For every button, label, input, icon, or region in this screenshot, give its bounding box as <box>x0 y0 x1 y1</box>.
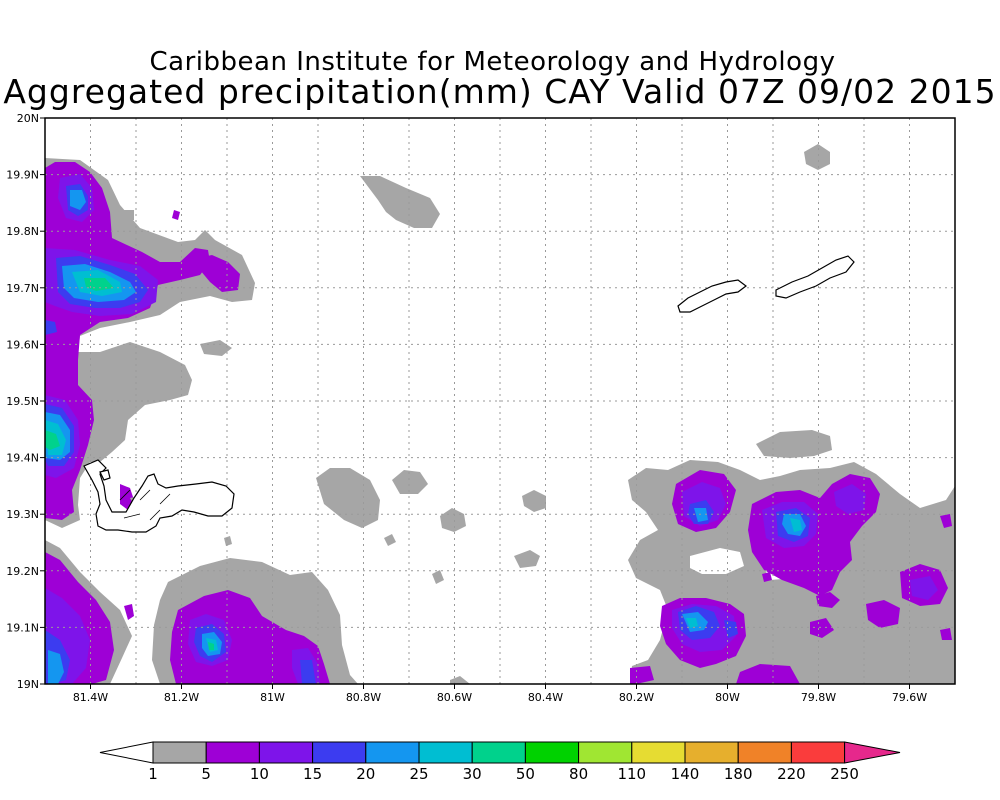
colorbar-swatch <box>205 741 260 764</box>
colorbar-label: 110 <box>617 765 646 783</box>
colorbar-over-arrow <box>844 741 901 764</box>
map-title: Caribbean Institute for Meteorology and … <box>149 47 836 77</box>
map-grid <box>45 118 955 684</box>
x-tick-label: 79.8W <box>801 691 836 704</box>
colorbar-label: 15 <box>303 765 322 783</box>
y-tick-label: 19.9N <box>6 169 39 182</box>
x-tick-label: 80.6W <box>437 691 472 704</box>
precip-cluster-west <box>45 158 255 684</box>
y-tick-label: 19.1N <box>6 621 39 634</box>
colorbar-swatch <box>524 741 580 764</box>
y-tick-label: 19.2N <box>6 565 39 578</box>
y-tick-label: 19.7N <box>6 282 39 295</box>
colorbar-under-arrow <box>99 741 154 764</box>
colorbar-swatch <box>471 741 526 764</box>
colorbar-swatch <box>578 741 633 764</box>
y-axis-ticks: 20N 19.9N 19.8N 19.7N 19.6N 19.5N 19.4N 19.3N 19… <box>6 112 45 691</box>
colorbar-swatch <box>737 741 792 764</box>
y-tick-label: 19.8N <box>6 225 39 238</box>
cayman-brac-island <box>775 255 855 299</box>
colorbar-label: 25 <box>409 765 428 783</box>
y-tick-label: 19.5N <box>6 395 39 408</box>
y-tick-label: 19.6N <box>6 338 39 351</box>
colorbar-label: 30 <box>463 765 482 783</box>
precip-patches-scattered <box>224 144 832 684</box>
x-tick-label: 80W <box>715 691 740 704</box>
x-tick-label: 79.6W <box>892 691 927 704</box>
y-tick-label: 20N <box>17 112 39 125</box>
colorbar-label: 140 <box>671 765 700 783</box>
y-tick-label: 19N <box>17 678 39 691</box>
y-tick-label: 19.3N <box>6 508 39 521</box>
y-tick-label: 19.4N <box>6 452 39 465</box>
colorbar-swatch <box>365 741 420 764</box>
x-tick-label: 81.4W <box>73 691 108 704</box>
map-subtitle: Aggregated precipitation(mm) CAY Valid 0… <box>3 72 997 111</box>
little-cayman-island <box>677 279 747 313</box>
x-tick-label: 80.8W <box>346 691 381 704</box>
x-axis-ticks: 81.4W 81.2W 81W 80.8W 80.6W 80.4W 80.2W 80W 79.8… <box>73 684 927 704</box>
colorbar-swatch <box>684 741 739 764</box>
colorbar-label: 1 <box>148 765 158 783</box>
colorbar-swatch <box>312 741 367 764</box>
colorbar-label: 180 <box>724 765 753 783</box>
colorbar-swatch <box>152 741 207 764</box>
colorbar-legend: 1 5 10 15 20 25 30 50 80 110 140 180 220 250 <box>99 741 901 783</box>
precip-cluster-east <box>628 460 955 684</box>
x-tick-label: 81W <box>260 691 285 704</box>
colorbar-label: 5 <box>201 765 211 783</box>
colorbar-swatch <box>631 741 686 764</box>
colorbar-swatch <box>418 741 473 764</box>
colorbar-label: 220 <box>777 765 806 783</box>
grand-cayman-island <box>83 459 235 533</box>
precip-cluster-south <box>152 558 358 684</box>
colorbar-label: 80 <box>569 765 588 783</box>
colorbar-swatch <box>258 741 314 764</box>
colorbar-label: 20 <box>356 765 375 783</box>
x-tick-label: 81.2W <box>164 691 199 704</box>
colorbar-label: 10 <box>250 765 269 783</box>
colorbar-label: 50 <box>516 765 535 783</box>
colorbar-swatch <box>790 741 846 764</box>
colorbar-label: 250 <box>830 765 859 783</box>
x-tick-label: 80.2W <box>619 691 654 704</box>
precipitation-field <box>45 144 955 684</box>
x-tick-label: 80.4W <box>528 691 563 704</box>
